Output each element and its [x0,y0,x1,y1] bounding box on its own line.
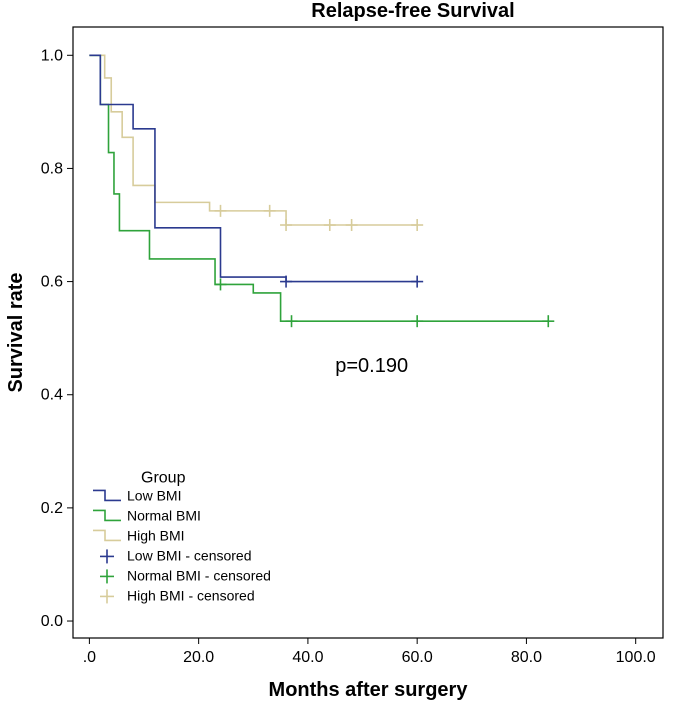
x-tick-label: 20.0 [183,649,214,666]
legend-title: Group [141,469,186,486]
y-tick-label: 0.4 [41,387,63,404]
x-tick-label: .0 [83,649,96,666]
y-tick-label: 0.2 [41,500,63,517]
legend-label: Normal BMI - censored [127,567,271,583]
y-tick-label: 1.0 [41,47,63,64]
legend-label: High BMI - censored [127,587,255,603]
legend-label: Low BMI [127,487,181,503]
x-tick-label: 60.0 [402,649,433,666]
km-chart-svg: Relapse-free Survival .0 20.0 40.0 60.0 80.0 1… [0,0,685,712]
x-tick-label: 40.0 [292,649,323,666]
x-tick-label: 100.0 [616,649,656,666]
y-axis-label: Survival rate [5,272,27,392]
legend-label: Normal BMI [127,507,201,523]
x-axis-label: Months after surgery [269,679,469,701]
chart-container: Relapse-free Survival .0 20.0 40.0 60.0 80.0 1… [0,0,685,712]
legend-label: High BMI [127,527,185,543]
legend-label: Low BMI - censored [127,547,252,563]
chart-title: Relapse-free Survival [311,0,514,22]
p-value-annotation: p=0.190 [335,355,408,377]
y-tick-label: 0.6 [41,274,63,291]
y-tick-label: 0.8 [41,160,63,177]
y-tick-label: 0.0 [41,613,63,630]
x-tick-label: 80.0 [511,649,542,666]
